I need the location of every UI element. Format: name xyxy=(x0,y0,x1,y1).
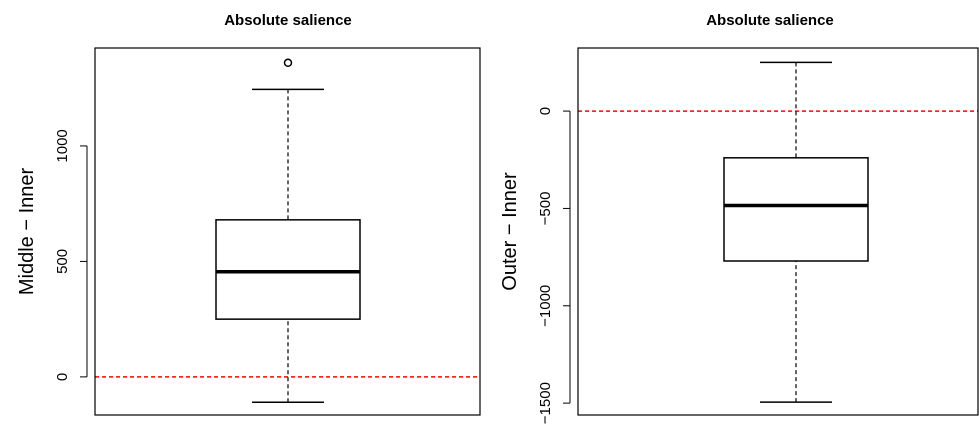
y-tick-label: −1500 xyxy=(537,382,554,424)
box xyxy=(723,157,869,262)
chart-title: Absolute salience xyxy=(224,12,352,29)
box xyxy=(215,219,361,320)
y-tick-label: 0 xyxy=(537,107,554,115)
outlier xyxy=(283,58,293,68)
y-tick-label: 500 xyxy=(54,249,71,274)
plot-frame xyxy=(577,47,979,416)
y-axis-label: Outer − Inner xyxy=(499,172,521,291)
chart-title: Absolute salience xyxy=(706,12,834,29)
plot-frame xyxy=(94,47,481,416)
y-tick-label: −500 xyxy=(537,192,554,226)
y-tick-label: 1000 xyxy=(54,129,71,162)
y-axis-label: Middle − Inner xyxy=(16,168,38,296)
y-tick-label: −1000 xyxy=(537,285,554,327)
y-tick-label: 0 xyxy=(54,373,71,381)
